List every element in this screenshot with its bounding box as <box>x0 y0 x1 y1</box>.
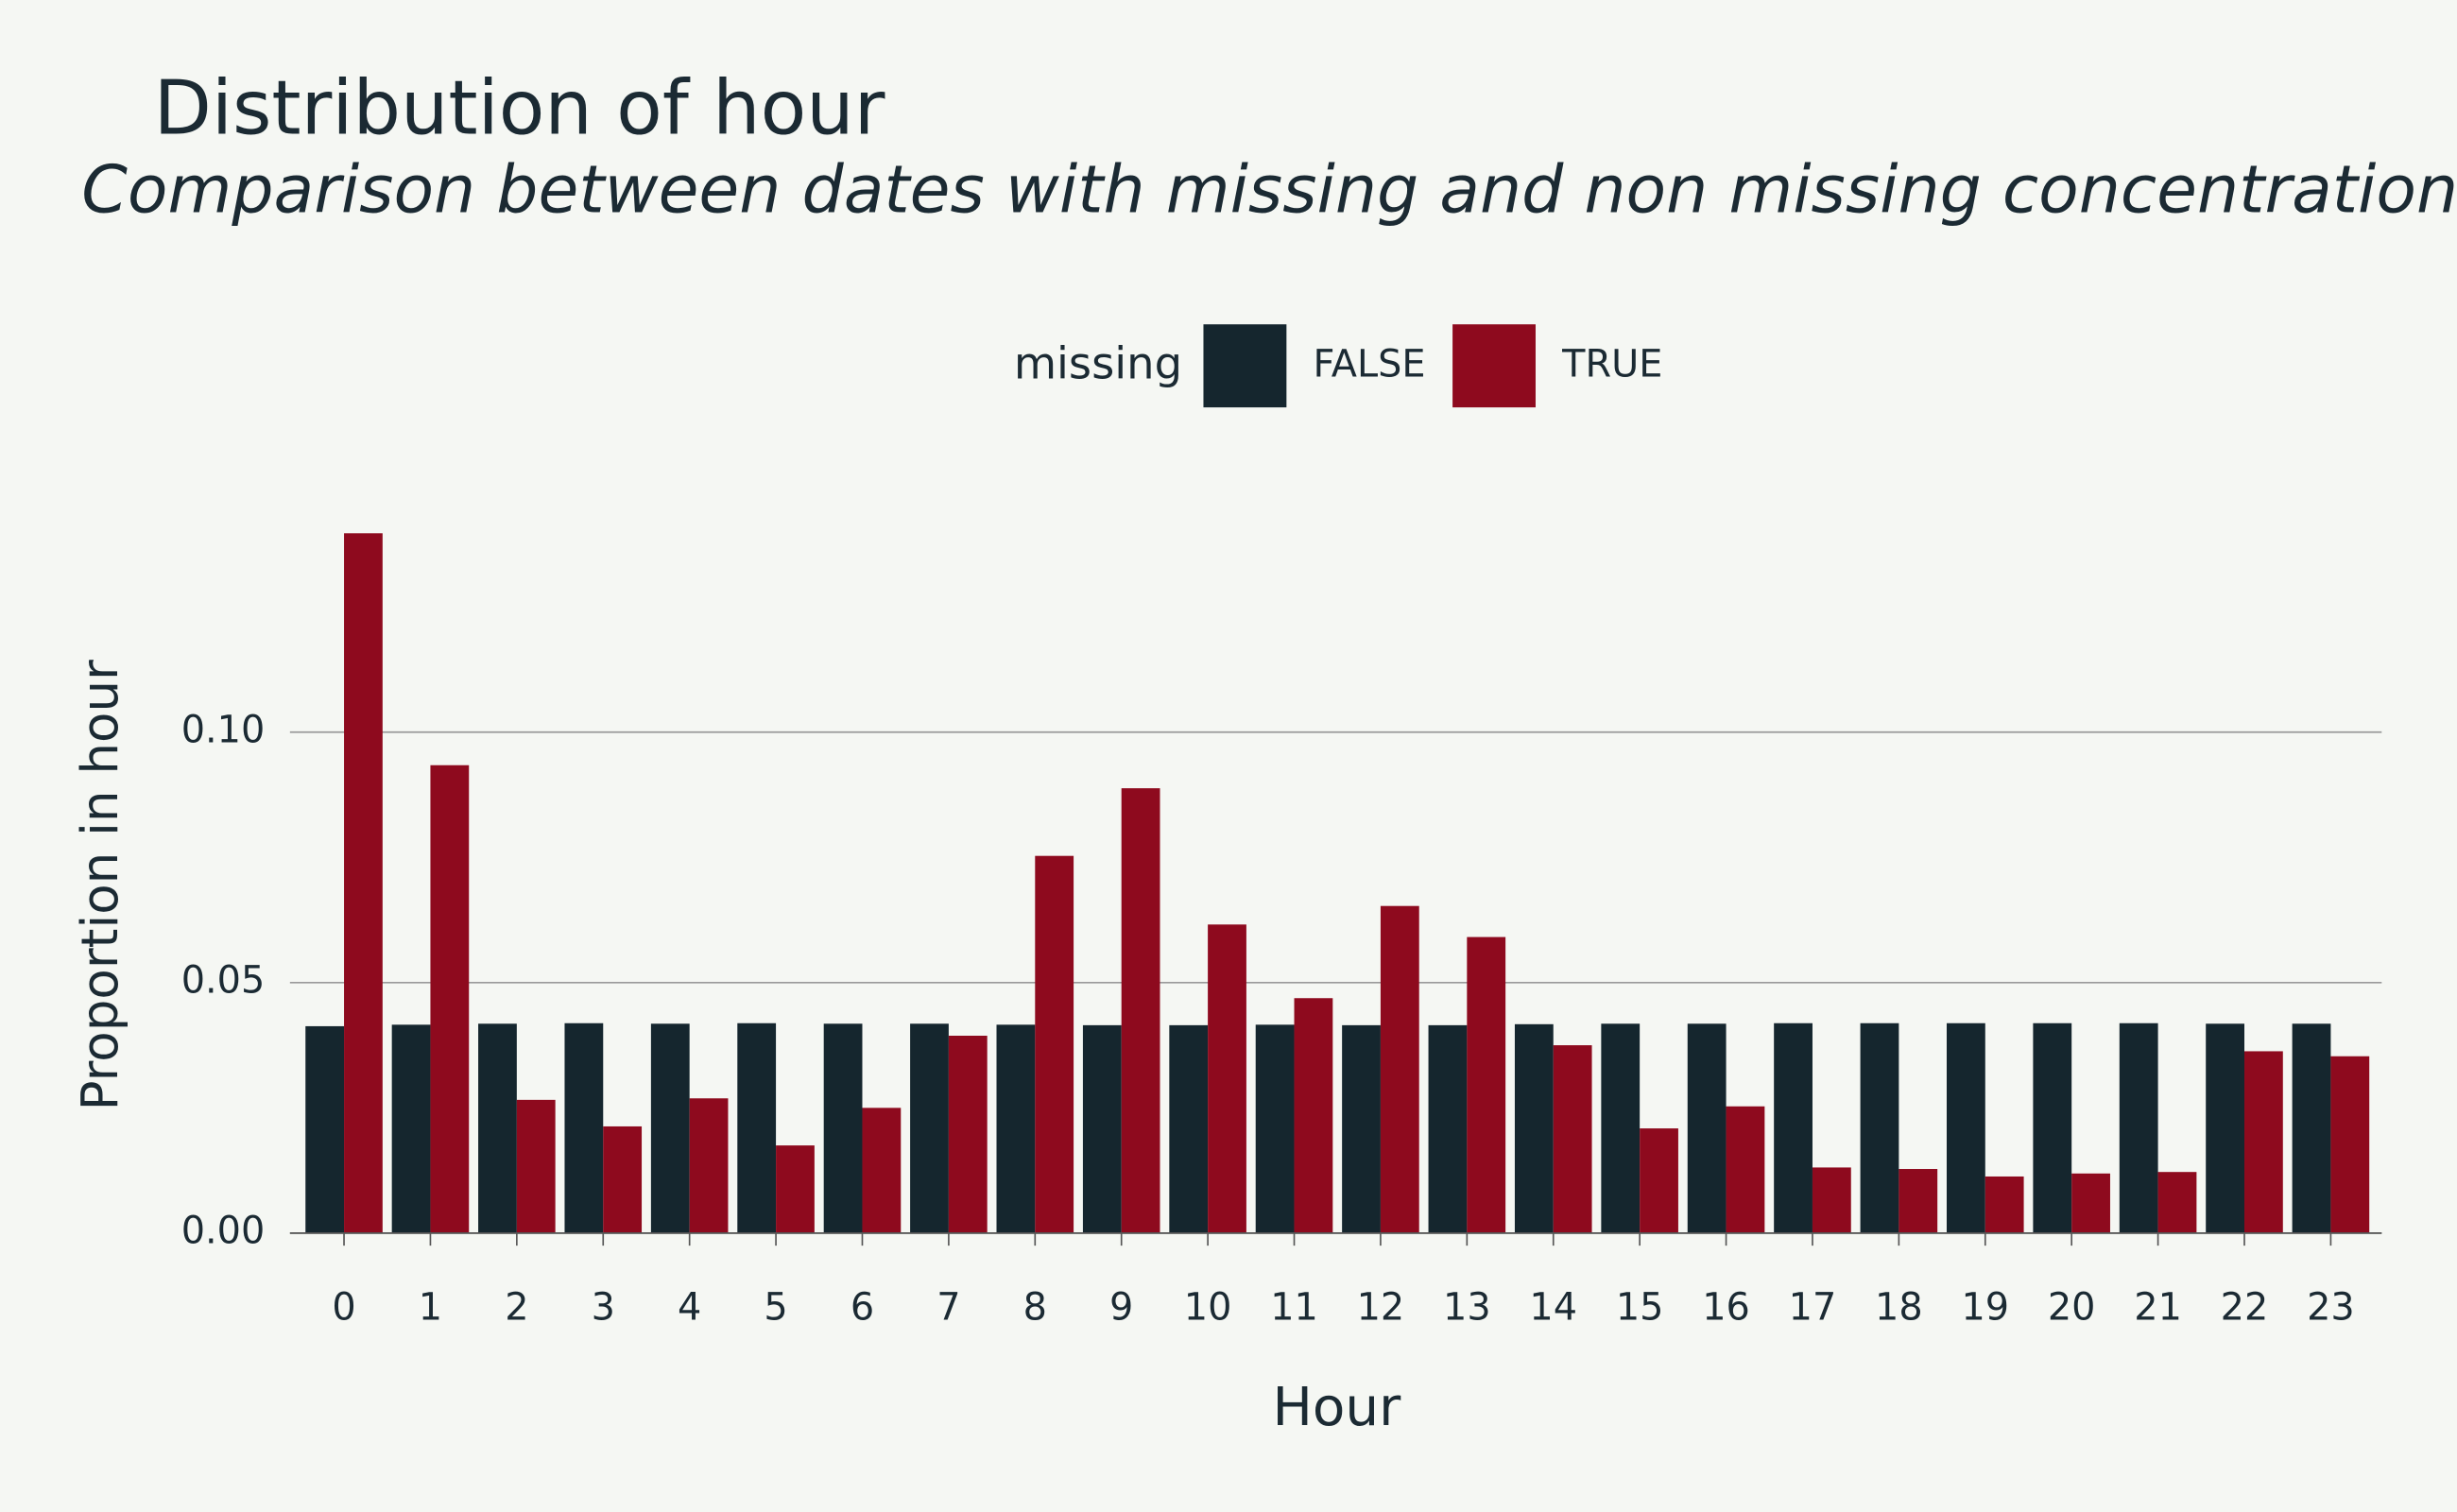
bar <box>391 1024 431 1233</box>
bar <box>1553 1045 1592 1233</box>
y-tick-label: 0.00 <box>181 1209 266 1252</box>
legend-swatch <box>1452 324 1536 408</box>
x-tick-label: 10 <box>1184 1286 1232 1330</box>
x-tick-label: 11 <box>1270 1286 1318 1330</box>
x-tick-label: 20 <box>2048 1286 2096 1330</box>
x-tick-label: 12 <box>1357 1286 1405 1330</box>
bar <box>689 1098 729 1233</box>
bar <box>2071 1173 2110 1233</box>
y-tick-label: 0.10 <box>181 708 266 751</box>
bar <box>1208 924 1246 1233</box>
x-tick-label: 23 <box>2307 1286 2355 1330</box>
x-tick-label: 19 <box>1961 1286 2009 1330</box>
bar <box>1169 1024 1209 1233</box>
legend-swatch <box>1203 324 1287 408</box>
bar <box>650 1023 690 1233</box>
bar <box>823 1023 863 1233</box>
bar <box>1380 905 1419 1233</box>
x-tick-label: 22 <box>2221 1286 2269 1330</box>
legend-title: missing <box>1014 337 1182 388</box>
bar <box>1774 1022 1813 1233</box>
x-tick-label: 1 <box>419 1286 442 1330</box>
bar <box>737 1022 777 1233</box>
x-tick-label: 7 <box>936 1286 960 1330</box>
bar <box>564 1022 604 1233</box>
x-tick-label: 18 <box>1875 1286 1923 1330</box>
x-tick-label: 4 <box>678 1286 701 1330</box>
bar <box>776 1145 815 1233</box>
bar <box>1035 855 1074 1233</box>
bar <box>1899 1169 1938 1233</box>
bar <box>2206 1023 2245 1233</box>
bar <box>1946 1022 1985 1233</box>
bar <box>2292 1023 2331 1233</box>
bar <box>2033 1022 2072 1233</box>
bar <box>1812 1167 1851 1233</box>
bar <box>910 1023 949 1233</box>
bar <box>862 1108 902 1233</box>
bar <box>996 1024 1036 1233</box>
bar <box>603 1125 643 1233</box>
bar <box>305 1025 345 1233</box>
bar <box>1082 1024 1122 1233</box>
x-tick-label: 14 <box>1529 1286 1577 1330</box>
bar <box>2119 1022 2158 1233</box>
x-axis-title: Hour <box>1273 1377 1402 1438</box>
x-tick-label: 0 <box>332 1286 355 1330</box>
bar <box>1640 1128 1678 1233</box>
bar <box>344 533 383 1233</box>
bar <box>1601 1023 1641 1233</box>
bar <box>1687 1023 1727 1233</box>
x-tick-label: 3 <box>592 1286 615 1330</box>
chart-title: Distribution of hour <box>154 63 885 151</box>
x-tick-label: 8 <box>1023 1286 1047 1330</box>
x-tick-label: 9 <box>1109 1286 1133 1330</box>
bar <box>1342 1024 1381 1233</box>
x-tick-label: 17 <box>1789 1286 1837 1330</box>
bar <box>1428 1024 1468 1233</box>
bar <box>478 1023 517 1233</box>
bar <box>2330 1056 2370 1233</box>
bar <box>1726 1106 1765 1233</box>
x-tick-label: 16 <box>1702 1286 1750 1330</box>
bar <box>430 765 470 1233</box>
bar <box>1255 1024 1295 1233</box>
bar <box>1121 788 1160 1233</box>
bar <box>1467 936 1506 1233</box>
x-tick-label: 21 <box>2134 1286 2182 1330</box>
bar <box>2244 1051 2283 1233</box>
bar <box>1860 1022 1899 1233</box>
bar <box>2157 1172 2197 1233</box>
bar <box>1514 1023 1554 1233</box>
x-tick-label: 6 <box>850 1286 874 1330</box>
legend-label: FALSE <box>1314 342 1426 386</box>
x-tick-label: 5 <box>764 1286 787 1330</box>
y-tick-label: 0.05 <box>181 958 266 1002</box>
bar <box>1984 1176 2024 1233</box>
legend-label: TRUE <box>1561 342 1662 386</box>
x-tick-label: 13 <box>1443 1286 1491 1330</box>
y-axis-title: Proportion in hour <box>71 660 129 1110</box>
x-tick-label: 15 <box>1616 1286 1664 1330</box>
chart-subtitle: Comparison between dates with missing an… <box>81 152 2457 229</box>
bar <box>1294 998 1333 1233</box>
x-tick-label: 2 <box>505 1286 528 1330</box>
bar <box>516 1099 556 1233</box>
bar <box>948 1036 988 1233</box>
